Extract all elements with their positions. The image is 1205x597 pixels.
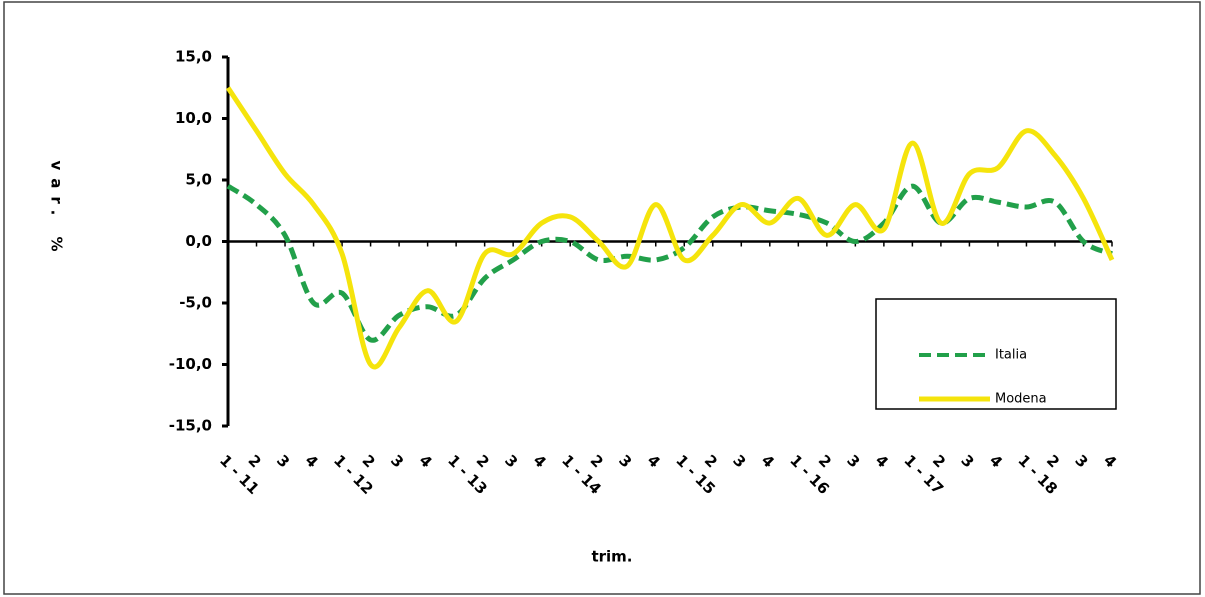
y-tick-label: -10,0 [169, 355, 212, 373]
legend-box [875, 298, 1117, 410]
y-axis-label: var. % [48, 160, 66, 259]
y-tick-label: -15,0 [169, 417, 212, 435]
y-tick-label: 15,0 [175, 48, 212, 66]
x-axis-label: trim. [591, 548, 632, 566]
series-line [226, 183, 1113, 343]
legend-label: Modena [995, 392, 1047, 407]
series-line [225, 86, 1115, 370]
y-tick-label: -5,0 [179, 294, 212, 312]
legend-label: Italia [995, 348, 1027, 363]
y-tick-label: 5,0 [185, 171, 212, 189]
y-tick-label: 10,0 [175, 109, 212, 127]
y-tick-label: 0,0 [185, 232, 212, 250]
frame [3, 1, 1201, 595]
